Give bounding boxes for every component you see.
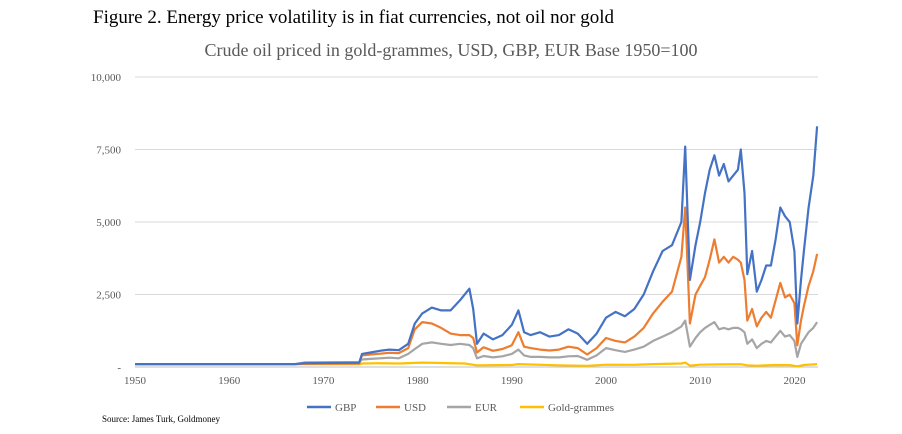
y-axis-ticks: - 2,500 5,000 7,500 10,000 bbox=[91, 72, 122, 374]
series-line-gold-grammes bbox=[135, 361, 818, 368]
gridlines bbox=[135, 76, 818, 295]
chart-title: Crude oil priced in gold-grammes, USD, G… bbox=[204, 40, 698, 60]
y-tick-label: 7,500 bbox=[96, 145, 121, 157]
legend: GBP USD EUR Gold-grammes bbox=[307, 402, 614, 414]
y-tick-label: 2,500 bbox=[96, 290, 121, 302]
x-tick-label: 2010 bbox=[689, 375, 712, 387]
x-tick-label: 2000 bbox=[595, 375, 618, 387]
y-tick-label: 10,000 bbox=[91, 72, 122, 84]
figure-title: Figure 2. Energy price volatility is in … bbox=[93, 7, 614, 28]
x-tick-label: 1970 bbox=[312, 375, 335, 387]
x-tick-label: 1990 bbox=[501, 375, 524, 387]
series-lines bbox=[135, 126, 819, 368]
x-tick-label: 1960 bbox=[218, 375, 241, 387]
series-line-eur bbox=[135, 319, 819, 366]
y-tick-label: 5,000 bbox=[96, 217, 121, 229]
legend-label-gbp: GBP bbox=[335, 402, 356, 414]
x-axis-ticks: 1950 1960 1970 1980 1990 2000 2010 2020 bbox=[124, 375, 806, 387]
x-tick-label: 1950 bbox=[124, 375, 147, 387]
series-line-usd bbox=[135, 206, 819, 366]
series-line-gbp bbox=[135, 126, 819, 366]
y-tick-label: - bbox=[117, 362, 121, 374]
x-tick-label: 2020 bbox=[783, 375, 806, 387]
x-tick-label: 1980 bbox=[407, 375, 430, 387]
source-note: Source: James Turk, Goldmoney bbox=[102, 414, 220, 424]
legend-label-usd: USD bbox=[404, 402, 426, 414]
legend-label-eur: EUR bbox=[475, 402, 498, 414]
legend-label-gold-grammes: Gold-grammes bbox=[548, 402, 614, 414]
